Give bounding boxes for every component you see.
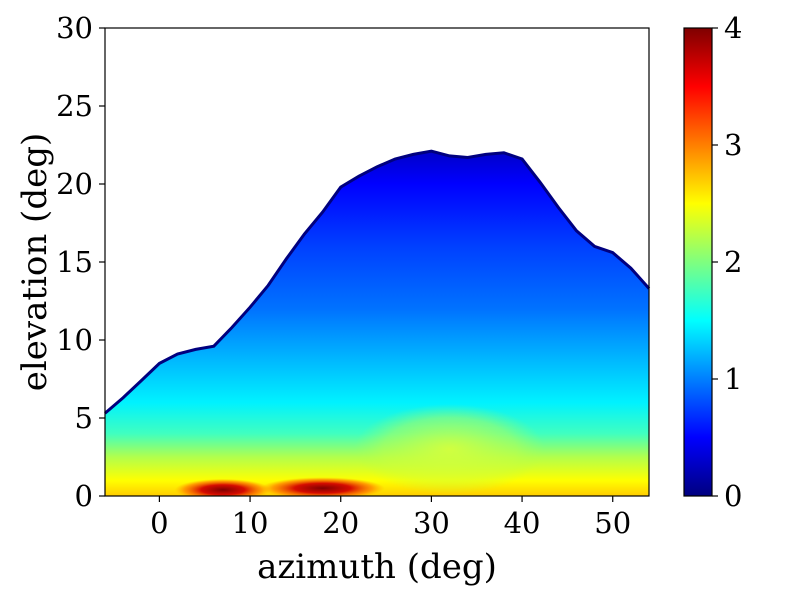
- colorbar-tick-label: 1: [724, 362, 742, 396]
- colorbar-tick-label: 0: [724, 479, 742, 513]
- colorbar-tick-label: 2: [724, 245, 742, 279]
- y-axis: 0 5 10 15 20 25 30: [56, 11, 105, 513]
- hotspot-2: [260, 477, 385, 496]
- colorbar-gradient: [684, 28, 712, 496]
- y-tick-label: 5: [75, 401, 93, 435]
- x-tick-label: 30: [413, 506, 450, 540]
- heatmap-upper-edge: [104, 149, 651, 415]
- x-tick-label: 20: [322, 506, 359, 540]
- colorbar-tick-label: 4: [724, 11, 742, 45]
- x-tick-label: 10: [232, 506, 269, 540]
- y-tick-label: 15: [56, 245, 93, 279]
- y-tick-label: 30: [56, 11, 93, 45]
- y-tick-label: 0: [75, 479, 93, 513]
- plot-area: [104, 27, 651, 497]
- x-tick-label: 50: [594, 506, 631, 540]
- x-axis: 0 10 20 30 40 50: [150, 496, 631, 540]
- x-tick-label: 40: [504, 506, 541, 540]
- y-tick-label: 25: [56, 89, 93, 123]
- colorbar: 0 1 2 3 4: [683, 11, 742, 513]
- colorbar-tick-label: 3: [724, 128, 742, 162]
- y-axis-label: elevation (deg): [15, 133, 55, 392]
- x-axis-label: azimuth (deg): [257, 547, 497, 587]
- hotspot-1: [174, 478, 271, 496]
- y-tick-label: 20: [56, 167, 93, 201]
- hotspot-3: [354, 404, 545, 495]
- y-tick-label: 10: [56, 323, 93, 357]
- x-tick-label: 0: [150, 506, 168, 540]
- heatmap-field: [105, 151, 649, 496]
